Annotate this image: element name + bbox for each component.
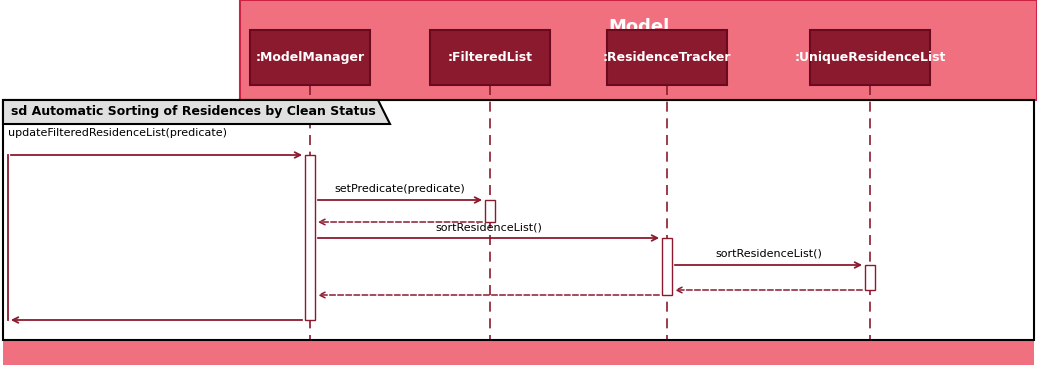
- Text: sortResidenceList(): sortResidenceList(): [436, 222, 542, 232]
- Text: sd Automatic Sorting of Residences by Clean Status: sd Automatic Sorting of Residences by Cl…: [11, 105, 375, 119]
- Bar: [607, 30, 727, 85]
- Text: :ModelManager: :ModelManager: [255, 51, 365, 64]
- Text: Model: Model: [608, 18, 669, 36]
- Bar: [662, 238, 672, 295]
- Bar: [240, 0, 1037, 100]
- Text: :UniqueResidenceList: :UniqueResidenceList: [794, 51, 946, 64]
- Bar: [485, 200, 495, 222]
- Text: setPredicate(predicate): setPredicate(predicate): [335, 184, 466, 194]
- Bar: [3, 100, 1034, 340]
- Bar: [430, 30, 550, 85]
- Text: :FilteredList: :FilteredList: [448, 51, 533, 64]
- Bar: [865, 265, 875, 290]
- Bar: [810, 30, 930, 85]
- Bar: [250, 30, 370, 85]
- Polygon shape: [3, 100, 390, 124]
- Bar: [305, 155, 315, 320]
- Text: :ResidenceTracker: :ResidenceTracker: [602, 51, 731, 64]
- Bar: [3, 340, 1034, 365]
- Text: updateFilteredResidenceList(predicate): updateFilteredResidenceList(predicate): [8, 128, 227, 138]
- Text: sortResidenceList(): sortResidenceList(): [716, 249, 822, 259]
